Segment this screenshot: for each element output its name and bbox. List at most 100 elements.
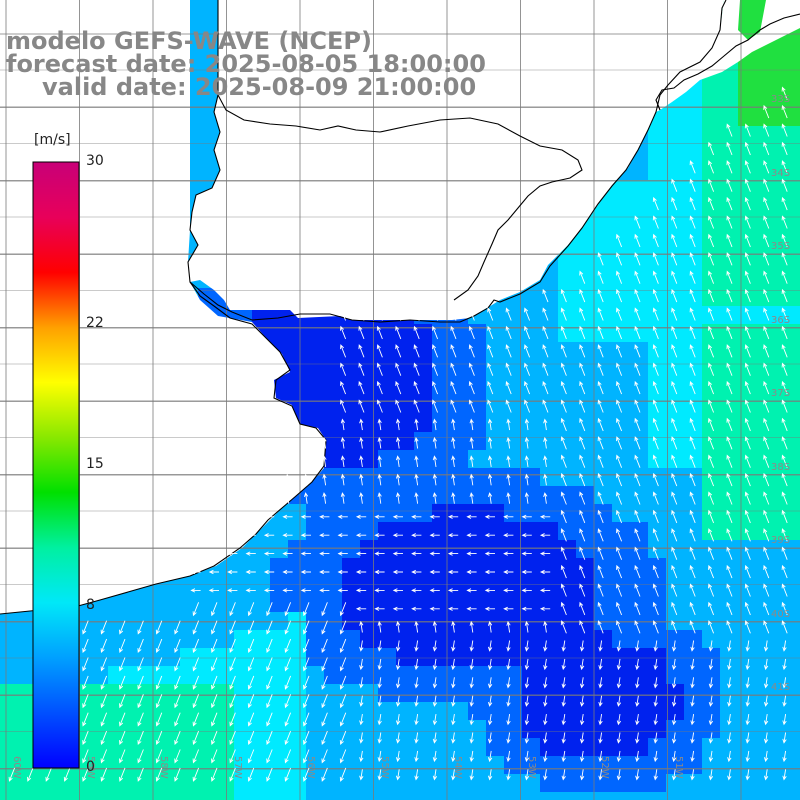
field-cell (702, 684, 721, 703)
wind-arrow (392, 514, 403, 519)
field-cell (666, 486, 685, 505)
field-cell (522, 684, 541, 703)
field-cell (486, 648, 505, 667)
field-cell (792, 36, 800, 55)
wind-arrow (671, 233, 678, 248)
field-cell (594, 522, 613, 541)
field-cell (594, 414, 613, 433)
field-cell (432, 576, 451, 595)
wind-arrow (487, 307, 494, 321)
wind-arrow (671, 307, 678, 321)
field-cell (702, 558, 721, 577)
field-cell (720, 630, 739, 649)
field-cell (36, 774, 55, 793)
wind-arrow (652, 270, 659, 284)
field-cell (774, 720, 793, 739)
field-cell (432, 756, 451, 775)
wind-arrow (652, 601, 659, 616)
wind-arrow (285, 492, 290, 504)
wind-arrow (671, 509, 678, 524)
wind-arrow (560, 583, 567, 597)
field-cell (648, 792, 667, 800)
wind-arrow (450, 344, 457, 358)
wind-arrow (432, 769, 438, 781)
wind-arrow (652, 454, 659, 468)
wind-arrow (192, 730, 200, 746)
wind-arrow (247, 767, 255, 782)
field-cell (684, 126, 703, 145)
wind-arrow (524, 769, 530, 781)
field-cell (450, 648, 469, 667)
field-cell (270, 702, 289, 721)
field-cell (540, 738, 559, 757)
field-cell (720, 738, 739, 757)
wind-arrow (414, 695, 419, 707)
field-cell (612, 540, 631, 559)
field-cell (612, 288, 631, 307)
field-cell (486, 360, 505, 379)
field-cell (378, 738, 397, 757)
land-uruguay-brazil (188, 0, 724, 320)
wind-arrow (579, 417, 586, 432)
wind-arrow (100, 694, 108, 709)
wind-arrow (100, 620, 108, 635)
wind-arrow (616, 362, 623, 376)
wind-arrow (432, 325, 439, 340)
field-cell (198, 144, 217, 163)
field-cell (648, 378, 667, 397)
wind-arrow (689, 509, 696, 524)
field-cell (648, 270, 667, 289)
field-cell (774, 684, 793, 703)
field-cell (378, 396, 397, 415)
wind-arrow (689, 491, 696, 505)
field-cell (684, 738, 703, 757)
wind-arrow (653, 750, 658, 763)
field-cell (774, 666, 793, 685)
wind-arrow (524, 380, 531, 395)
wind-arrow (598, 658, 603, 671)
wind-arrow (597, 491, 604, 505)
field-cell (540, 594, 559, 613)
field-cell (342, 684, 361, 703)
field-cell (306, 504, 325, 523)
field-cell (360, 576, 379, 595)
wind-arrow (414, 658, 419, 671)
field-cell (432, 702, 451, 721)
wind-arrow (506, 640, 511, 652)
field-cell (90, 684, 109, 703)
field-cell (504, 522, 523, 541)
field-cell (648, 558, 667, 577)
wind-arrow (395, 750, 401, 763)
wind-arrow (745, 714, 750, 726)
wind-arrow (208, 533, 219, 538)
wind-arrow (174, 675, 181, 690)
wind-arrow (634, 288, 641, 303)
wind-arrow (506, 695, 511, 707)
wind-arrow (689, 233, 696, 248)
field-cell (396, 432, 415, 451)
wind-arrow (119, 657, 126, 672)
wind-arrow (339, 620, 347, 635)
wind-arrow (539, 588, 551, 593)
coastline-lagoon (655, 13, 800, 111)
wind-arrow (634, 583, 641, 597)
field-cell (162, 648, 181, 667)
wind-arrow (689, 454, 696, 468)
field-cell (162, 738, 181, 757)
wind-arrow (652, 380, 659, 395)
wind-arrow (708, 160, 715, 174)
wind-arrow (708, 362, 715, 376)
field-cell (666, 126, 685, 145)
field-cell (270, 558, 289, 577)
wind-arrow (671, 732, 677, 744)
latitude-label: 36S (771, 314, 791, 326)
wind-arrow (432, 714, 438, 726)
field-cell (396, 756, 415, 775)
field-cell (576, 270, 595, 289)
wind-arrow (671, 344, 678, 358)
field-cell (486, 756, 505, 775)
field-cell (738, 720, 757, 739)
wind-arrow (671, 362, 678, 376)
field-cell (594, 756, 613, 775)
wind-arrow (671, 695, 677, 707)
